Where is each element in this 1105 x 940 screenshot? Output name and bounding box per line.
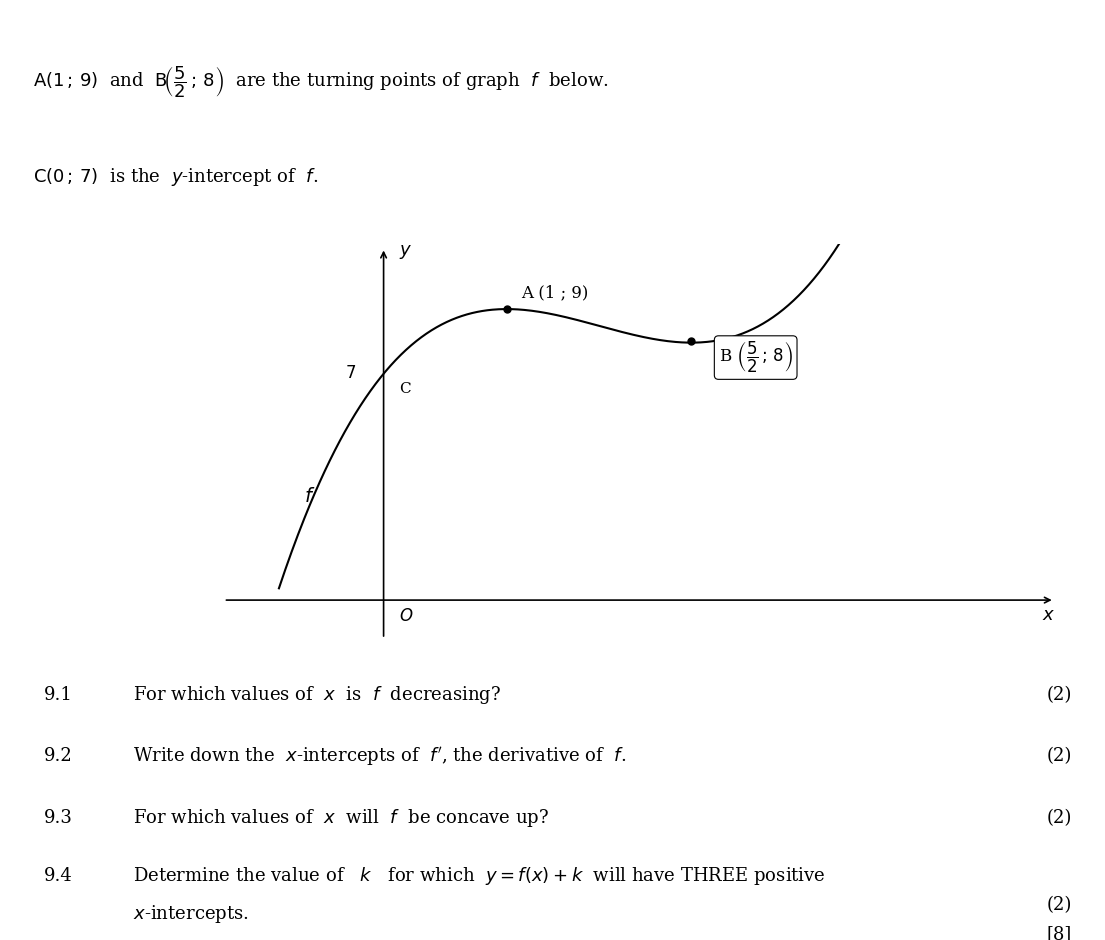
Text: (2): (2) [1046, 896, 1072, 914]
Text: $\mathrm{A(1\,;\,9)}$  and  $\mathrm{B}\!\left(\dfrac{5}{2}\,;\,8\right)$  are t: $\mathrm{A(1\,;\,9)}$ and $\mathrm{B}\!\… [33, 64, 609, 100]
Text: C: C [400, 382, 411, 396]
Text: $O$: $O$ [399, 608, 413, 625]
Text: $f$: $f$ [304, 487, 315, 506]
Text: $y$: $y$ [399, 243, 412, 261]
Text: B $\left(\dfrac{5}{2}\,;\,8\right)$: B $\left(\dfrac{5}{2}\,;\,8\right)$ [718, 340, 793, 375]
Text: 9.1: 9.1 [44, 686, 73, 704]
Text: [8]: [8] [1046, 925, 1072, 940]
Text: Determine the value of   $k$   for which  $y = f(x) + k$  will have THREE positi: Determine the value of $k$ for which $y … [133, 865, 825, 887]
Text: $x$: $x$ [1042, 605, 1055, 623]
Text: For which values of  $x$  is  $f$  decreasing?: For which values of $x$ is $f$ decreasin… [133, 684, 501, 706]
Text: 9.3: 9.3 [44, 808, 73, 826]
Text: $\mathrm{C(0\,;\,7)}$  is the  $y$-intercept of  $f$.: $\mathrm{C(0\,;\,7)}$ is the $y$-interce… [33, 165, 318, 188]
Text: $7$: $7$ [346, 366, 357, 383]
Text: A (1 ; 9): A (1 ; 9) [522, 284, 589, 301]
Text: $x$-intercepts.: $x$-intercepts. [133, 902, 249, 925]
Text: 9.2: 9.2 [44, 747, 73, 765]
Text: (2): (2) [1046, 686, 1072, 704]
Text: Write down the  $x$-intercepts of  $f'$, the derivative of  $f$.: Write down the $x$-intercepts of $f'$, t… [133, 744, 625, 768]
Text: (2): (2) [1046, 808, 1072, 826]
Text: For which values of  $x$  will  $f$  be concave up?: For which values of $x$ will $f$ be conc… [133, 807, 549, 829]
Text: (2): (2) [1046, 747, 1072, 765]
Text: 9.4: 9.4 [44, 867, 73, 885]
